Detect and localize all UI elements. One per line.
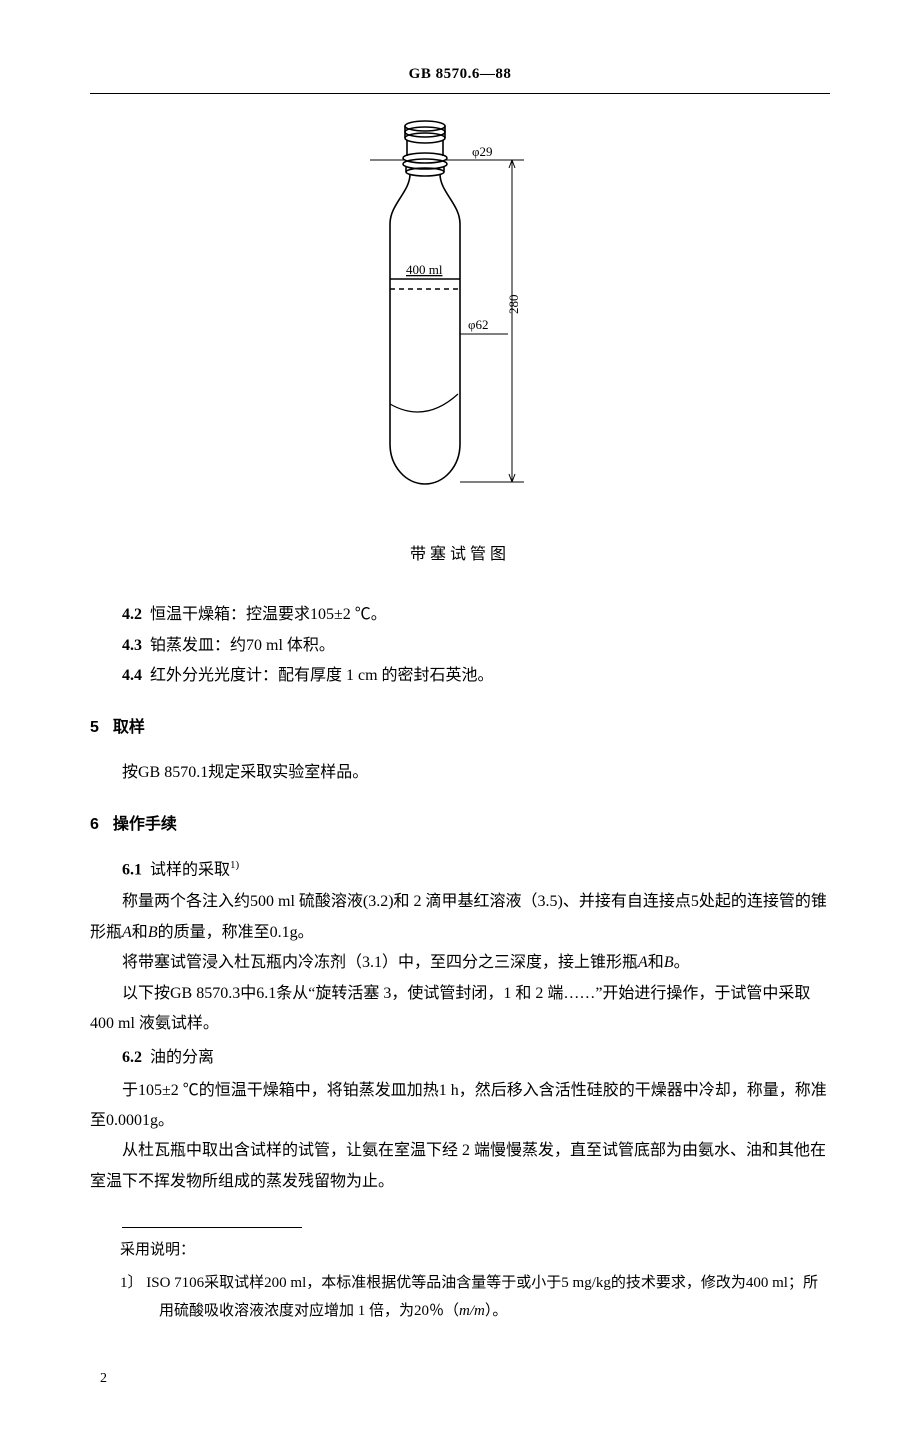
item-4-2: 4.2 恒温干燥箱：控温要求105±2 ℃。 [90,600,830,630]
figure-test-tube: φ29 400 ml φ62 280 [90,114,830,515]
footnote-rule [122,1227,302,1228]
sec5-p1: 按GB 8570.1规定采取实验室样品。 [90,758,830,788]
section-5-head: 5 取样 [90,713,830,743]
footnote-mark: 1〕 [120,1275,143,1291]
section-title: 操作手续 [113,816,177,833]
item-4-3: 4.3 铂蒸发皿：约70 ml 体积。 [90,631,830,661]
figure-caption: 带塞试管图 [90,540,830,570]
page: GB 8570.6—88 [0,0,920,1432]
section-title: 取样 [113,719,145,736]
sec6-2-p1: 于105±2 ℃的恒温干燥箱中，将铂蒸发皿加热1 h，然后移入含活性硅胶的干燥器… [90,1076,830,1137]
item-num: 4.4 [122,667,142,684]
standard-code: GB 8570.6—88 [90,60,830,93]
sec-6-1-head: 6.1 试样的采取1) [90,855,830,886]
sub-num: 6.2 [122,1049,142,1066]
page-number: 2 [90,1366,830,1393]
dim-height: 280 [506,294,521,314]
header-rule [90,93,830,94]
item-text: 恒温干燥箱：控温要求105±2 ℃。 [150,606,387,623]
sec6-2-p2: 从杜瓦瓶中取出含试样的试管，让氨在室温下经 2 端慢慢蒸发，直至试管底部为由氨水… [90,1136,830,1197]
dim-volume: 400 ml [406,262,443,277]
dim-neck-dia: φ29 [472,144,493,159]
footnote-mark-icon: 1) [230,859,239,871]
section-6-head: 6 操作手续 [90,810,830,840]
item-num: 4.2 [122,606,142,623]
section-num: 5 [90,713,99,743]
footnote-label: 采用说明： [90,1236,830,1265]
sub-num: 6.1 [122,861,142,878]
test-tube-svg: φ29 400 ml φ62 280 [340,114,580,504]
dim-body-dia: φ62 [468,317,489,332]
item-4-4: 4.4 红外分光光度计：配有厚度 1 cm 的密封石英池。 [90,661,830,691]
item-num: 4.3 [122,637,142,654]
item-text: 红外分光光度计：配有厚度 1 cm 的密封石英池。 [150,667,494,684]
sec6-1-p3: 以下按GB 8570.3中6.1条从“旋转活塞 3，使试管封闭，1 和 2 端…… [90,979,830,1040]
sub-title: 油的分离 [150,1049,214,1066]
section-num: 6 [90,810,99,840]
item-text: 铂蒸发皿：约70 ml 体积。 [150,637,335,654]
footnote-1: 1〕 ISO 7106采取试样200 ml，本标准根据优等品油含量等于或小于5 … [90,1269,830,1326]
sec-6-2-head: 6.2 油的分离 [90,1043,830,1073]
sec6-1-p1: 称量两个各注入约500 ml 硫酸溶液(3.2)和 2 滴甲基红溶液（3.5)、… [90,887,830,948]
sec6-1-p2: 将带塞试管浸入杜瓦瓶内冷冻剂（3.1）中，至四分之三深度，接上锥形瓶A和B。 [90,948,830,978]
sub-title: 试样的采取 [150,861,230,878]
